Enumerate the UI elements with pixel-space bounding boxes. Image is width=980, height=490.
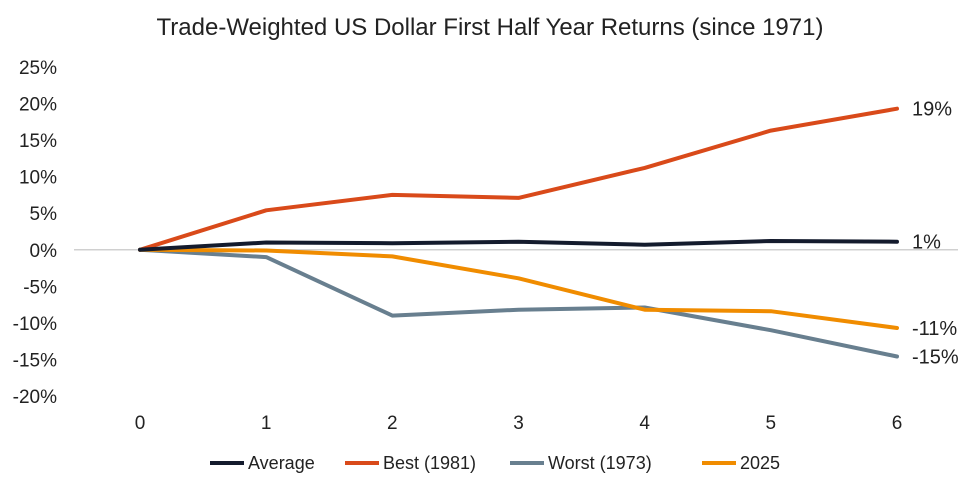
- x-tick-label: 3: [513, 413, 524, 434]
- legend-label: Worst (1973): [548, 453, 652, 473]
- chart-title: Trade-Weighted US Dollar First Half Year…: [156, 14, 824, 41]
- end-label: -15%: [912, 347, 959, 369]
- y-tick-label: 0%: [30, 241, 58, 262]
- y-tick-label: -15%: [13, 350, 57, 371]
- end-label: 1%: [912, 232, 941, 254]
- y-tick-label: 25%: [19, 58, 57, 79]
- y-tick-label: 15%: [19, 131, 57, 152]
- y-tick-label: -10%: [13, 314, 57, 335]
- legend-label: 2025: [740, 453, 780, 473]
- x-tick-label: 5: [766, 413, 777, 434]
- y-tick-label: 5%: [30, 204, 58, 225]
- series-lines: [138, 106, 899, 359]
- x-tick-label: 6: [892, 413, 903, 434]
- y-axis-ticks: 25% 20% 15% 10% 5% 0% -5% -10% -15% -20%: [13, 58, 57, 408]
- legend-label: Average: [248, 453, 315, 473]
- y-tick-label: 20%: [19, 95, 57, 116]
- series-line-best-1981: [138, 106, 899, 252]
- x-tick-label: 0: [135, 413, 146, 434]
- x-tick-label: 4: [639, 413, 650, 434]
- y-tick-label: -5%: [23, 277, 57, 298]
- end-label: 19%: [912, 99, 952, 121]
- y-tick-label: -20%: [13, 387, 57, 408]
- legend-label: Best (1981): [383, 453, 476, 473]
- x-axis-ticks: 0 1 2 3 4 5 6: [135, 413, 903, 434]
- series-line-average: [138, 239, 899, 252]
- series-line-2025: [138, 247, 899, 330]
- end-label: -11%: [912, 318, 957, 340]
- x-tick-label: 1: [261, 413, 272, 434]
- legend: Average Best (1981) Worst (1973) 2025: [210, 453, 780, 473]
- series-line-worst-1973: [138, 247, 899, 359]
- end-labels: 1% 19% -15% -11%: [912, 99, 959, 369]
- y-tick-label: 10%: [19, 168, 57, 189]
- x-tick-label: 2: [387, 413, 398, 434]
